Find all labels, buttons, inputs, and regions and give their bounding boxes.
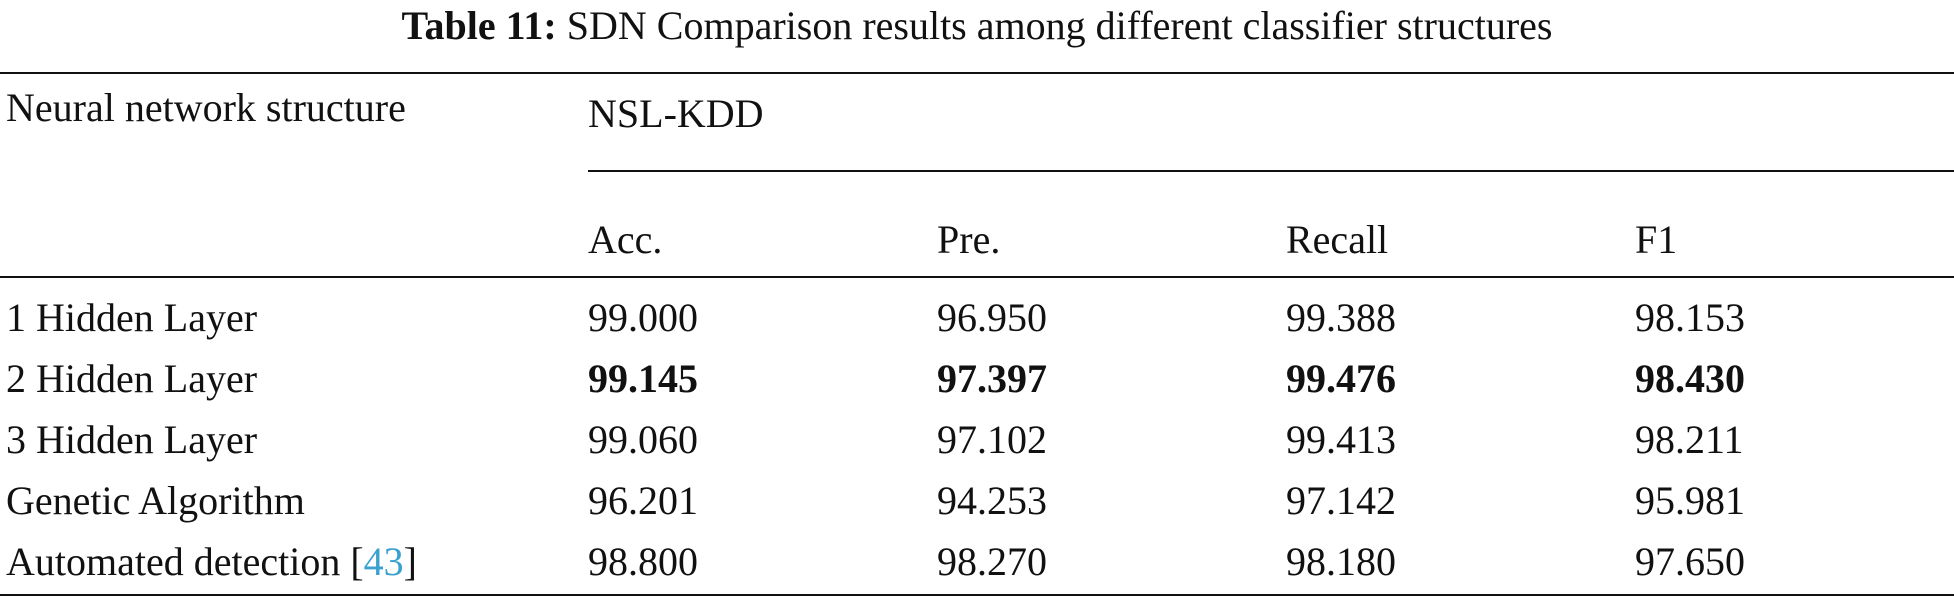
cell-pre: 98.270: [937, 539, 1047, 584]
cell-recall: 99.388: [1286, 295, 1396, 340]
cell-acc: 99.000: [588, 295, 698, 340]
column-header-recall: Recall: [1286, 217, 1389, 262]
cell-pre: 96.950: [937, 295, 1047, 340]
row-name: Genetic Algorithm: [6, 478, 305, 523]
cell-f1: 98.153: [1635, 295, 1745, 340]
table-caption: Table 11: SDN Comparison results among d…: [0, 0, 1954, 52]
cell-pre: 94.253: [937, 478, 1047, 523]
cell-recall: 99.476: [1286, 356, 1396, 401]
cell-f1: 98.211: [1635, 417, 1744, 462]
dataset-header: NSL-KDD: [588, 91, 764, 136]
cell-acc: 99.145: [588, 356, 698, 401]
cell-pre: 97.397: [937, 356, 1047, 401]
column-header-f1: F1: [1635, 217, 1678, 262]
top-rule: [0, 72, 1954, 74]
bottom-rule: [0, 594, 1954, 596]
dataset-rule: [588, 170, 1954, 172]
cell-recall: 99.413: [1286, 417, 1396, 462]
citation-link[interactable]: 43: [363, 539, 404, 584]
cell-acc: 98.800: [588, 539, 698, 584]
row-name: 1 Hidden Layer: [6, 295, 258, 340]
cell-recall: 98.180: [1286, 539, 1396, 584]
table-caption-text: SDN Comparison results among different c…: [566, 3, 1553, 48]
cell-f1: 95.981: [1635, 478, 1745, 523]
cell-pre: 97.102: [937, 417, 1047, 462]
row-header: Neural network structure: [6, 85, 406, 130]
cell-recall: 97.142: [1286, 478, 1396, 523]
cell-f1: 98.430: [1635, 356, 1745, 401]
cell-f1: 97.650: [1635, 539, 1745, 584]
column-header-acc: Acc.: [588, 217, 663, 262]
header-rule: [0, 276, 1954, 278]
row-name: Automated detection [43]: [6, 538, 417, 586]
row-name: 2 Hidden Layer: [6, 356, 258, 401]
row-name: 3 Hidden Layer: [6, 417, 258, 462]
column-header-pre: Pre.: [937, 217, 1001, 262]
cell-acc: 99.060: [588, 417, 698, 462]
row-name-close: ]: [403, 539, 417, 584]
table-caption-label: Table 11:: [401, 3, 557, 48]
row-name-text: Automated detection [: [6, 539, 364, 584]
cell-acc: 96.201: [588, 478, 698, 523]
